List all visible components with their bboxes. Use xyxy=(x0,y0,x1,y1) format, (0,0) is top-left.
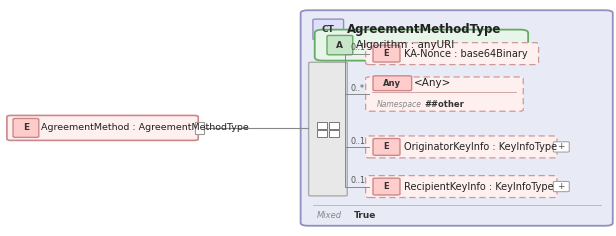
FancyBboxPatch shape xyxy=(315,30,528,61)
FancyBboxPatch shape xyxy=(553,181,569,192)
Text: ##other: ##other xyxy=(424,100,464,109)
Bar xyxy=(317,130,326,137)
FancyBboxPatch shape xyxy=(366,77,523,111)
Text: Any: Any xyxy=(383,79,401,88)
FancyBboxPatch shape xyxy=(373,76,411,91)
FancyBboxPatch shape xyxy=(327,35,353,55)
FancyBboxPatch shape xyxy=(373,139,400,155)
Text: Algorithm : anyURI: Algorithm : anyURI xyxy=(357,40,455,50)
Text: E: E xyxy=(384,49,389,58)
Text: AgreementMethod : AgreementMethodType: AgreementMethod : AgreementMethodType xyxy=(41,123,249,132)
FancyBboxPatch shape xyxy=(366,43,538,65)
Text: A: A xyxy=(336,41,343,50)
Text: 0..1: 0..1 xyxy=(351,137,366,146)
FancyBboxPatch shape xyxy=(366,136,557,158)
Text: 0..1: 0..1 xyxy=(351,43,366,52)
Text: E: E xyxy=(23,123,29,132)
Text: CT: CT xyxy=(322,25,334,34)
FancyBboxPatch shape xyxy=(7,115,198,140)
FancyBboxPatch shape xyxy=(313,19,344,40)
FancyBboxPatch shape xyxy=(366,176,557,198)
FancyBboxPatch shape xyxy=(13,118,39,137)
FancyBboxPatch shape xyxy=(301,10,613,226)
Bar xyxy=(195,122,205,134)
Bar xyxy=(329,122,339,129)
Bar xyxy=(329,130,339,137)
Text: OriginatorKeyInfo : KeyInfoType: OriginatorKeyInfo : KeyInfoType xyxy=(403,142,557,152)
Text: E: E xyxy=(384,142,389,152)
Text: Namespace: Namespace xyxy=(376,100,422,109)
Text: 0..1: 0..1 xyxy=(351,176,366,185)
Text: +: + xyxy=(557,142,565,152)
Text: Mixed: Mixed xyxy=(317,211,342,220)
Text: +: + xyxy=(557,182,565,191)
Text: AgreementMethodType: AgreementMethodType xyxy=(347,23,501,36)
FancyBboxPatch shape xyxy=(373,178,400,195)
Text: KA-Nonce : base64Binary: KA-Nonce : base64Binary xyxy=(403,49,527,59)
FancyBboxPatch shape xyxy=(553,142,569,152)
Text: True: True xyxy=(354,211,376,220)
Text: <Any>: <Any> xyxy=(414,78,452,88)
FancyBboxPatch shape xyxy=(309,62,347,196)
Bar xyxy=(317,122,326,129)
Text: E: E xyxy=(384,182,389,191)
Text: RecipientKeyInfo : KeyInfoType: RecipientKeyInfo : KeyInfoType xyxy=(403,181,553,192)
Text: 0..*: 0..* xyxy=(351,84,365,93)
FancyBboxPatch shape xyxy=(373,45,400,62)
